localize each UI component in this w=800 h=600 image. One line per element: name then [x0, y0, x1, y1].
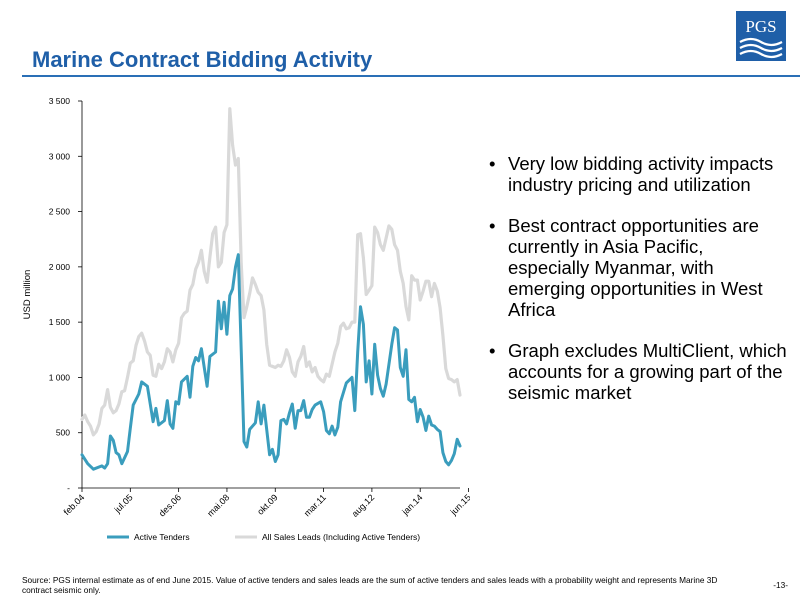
- y-tick-label: 500: [56, 428, 70, 438]
- x-tick-label: okt.09: [255, 492, 279, 516]
- legend-label: Active Tenders: [134, 532, 190, 542]
- y-tick-label: 1 500: [49, 317, 71, 327]
- bullet-list: Very low bidding activity impacts indust…: [483, 153, 788, 423]
- pgs-logo: PGS: [736, 11, 786, 61]
- x-tick-label: feb.04: [62, 492, 87, 517]
- bullet-item: Graph excludes MultiClient, which accoun…: [483, 340, 788, 403]
- y-tick-label: 3 000: [49, 151, 71, 161]
- x-tick-label: jan.14: [400, 492, 425, 517]
- series-line-all-sales-leads: [80, 107, 462, 437]
- slide-title: Marine Contract Bidding Activity: [32, 47, 373, 72]
- y-tick-label: 2 000: [49, 262, 71, 272]
- x-tick-label: des.06: [157, 492, 183, 518]
- chart-legend: Active Tenders All Sales Leads (Including…: [107, 532, 420, 542]
- legend-label: All Sales Leads (Including Active Tender…: [262, 532, 420, 542]
- page-number: -13-: [773, 580, 788, 590]
- y-axis: - 500 1 000 1 500 2 000 2 500 3 000 3 500: [49, 96, 83, 493]
- x-axis: feb.04 jul.05 des.06 mai.08 okt.09 mar.11 aug.…: [62, 487, 470, 519]
- x-tick-label: jun.15: [448, 492, 470, 517]
- y-tick-label: -: [67, 483, 70, 493]
- y-axis-label: USD million: [22, 270, 33, 320]
- x-tick-label: mai.08: [205, 492, 231, 518]
- y-tick-label: 2 500: [49, 207, 71, 217]
- x-tick-label: aug.12: [350, 492, 377, 519]
- logo-text: PGS: [745, 17, 776, 36]
- series-line-active-tenders: [80, 253, 462, 471]
- bullet-item: Very low bidding activity impacts indust…: [483, 153, 788, 195]
- x-tick-label: jul.05: [112, 492, 135, 515]
- x-tick-label: mar.11: [302, 492, 328, 518]
- source-footnote: Source: PGS internal estimate as of end …: [22, 575, 718, 595]
- bullet-item: Best contract opportunities are currentl…: [483, 215, 788, 320]
- bidding-activity-chart: - 500 1 000 1 500 2 000 2 500 3 000 3 500 feb.0…: [22, 96, 470, 542]
- series-lines: [80, 107, 462, 471]
- y-tick-label: 3 500: [49, 96, 71, 106]
- title-divider: [22, 75, 800, 77]
- y-tick-label: 1 000: [49, 372, 71, 382]
